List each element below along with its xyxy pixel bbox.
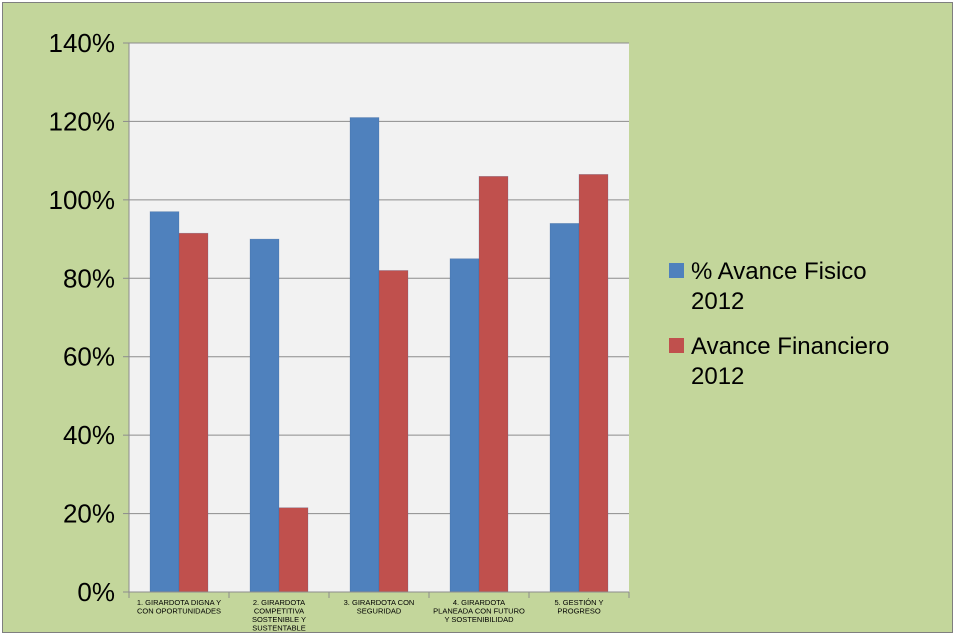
legend-label-line: 2012 [691, 288, 744, 315]
bar-avance-fisico [349, 117, 380, 593]
x-category-label: 5. GESTIÓN Y PROGRESO [554, 598, 603, 616]
legend-label-line: % Avance Fisico [691, 258, 867, 285]
axes [128, 43, 630, 598]
x-category-label-line: PROGRESO [557, 607, 601, 616]
legend-swatch [669, 338, 684, 353]
x-category-label-line: 4. GIRARDOTA [453, 598, 505, 607]
legend-label-line: 2012 [691, 363, 744, 390]
x-category-label-line: CON OPORTUNIDADES [137, 607, 221, 616]
bar-avance-financiero [278, 507, 309, 593]
x-category-label: 2. GIRARDOTA COMPETITIVA SOSTENIBLE Y SUSTE… [252, 598, 306, 632]
x-category-label-line: PLANEADA CON FUTURO [433, 607, 525, 616]
y-tick-label: 40% [63, 420, 115, 450]
y-tick-label: 120% [49, 106, 116, 136]
x-category-label-line: Y SOSTENIBILIDAD [444, 615, 514, 624]
chart-svg: 0% 20% 40% 60% 80% 100% 120% 140% 1. GIRARDOTA … [49, 28, 890, 632]
x-category-label: 1. GIRARDOTA DIGNA Y CON OPORTUNIDADES [137, 598, 221, 616]
y-tick-label: 140% [49, 28, 116, 58]
x-category-label-line: SOSTENIBLE Y [252, 615, 306, 624]
x-category-label-line: 5. GESTIÓN Y [554, 598, 603, 607]
x-category-label: 3. GIRARDOTA CON SEGURIDAD [344, 598, 415, 616]
x-category-label-line: 2. GIRARDOTA [253, 598, 305, 607]
y-tick-label: 0% [77, 577, 115, 607]
x-category-label-line: SUSTENTABLE [252, 624, 306, 633]
legend-label: Avance Financiero 2012 [691, 333, 889, 390]
y-tick-labels: 0% 20% 40% 60% 80% 100% 120% 140% [49, 28, 116, 607]
x-category-labels: 1. GIRARDOTA DIGNA Y CON OPORTUNIDADES 2. … [137, 598, 604, 632]
legend-label: % Avance Fisico 2012 [691, 258, 867, 315]
legend: % Avance Fisico 2012 Avance Financiero 2012 [669, 258, 889, 390]
bar-avance-financiero [178, 232, 209, 593]
bar-avance-fisico [249, 238, 280, 593]
x-category-label: 4. GIRARDOTA PLANEADA CON FUTURO Y SOSTENI… [433, 598, 525, 624]
x-category-label-line: 3. GIRARDOTA CON [344, 598, 415, 607]
y-tick-label: 80% [63, 263, 115, 293]
bar-avance-financiero [478, 176, 509, 593]
bar-avance-fisico [549, 223, 580, 593]
bars [149, 117, 609, 593]
bar-avance-financiero [578, 174, 609, 593]
x-category-label-line: COMPETITIVA [254, 607, 304, 616]
legend-label-line: Avance Financiero [691, 333, 889, 360]
x-category-label-line: SEGURIDAD [357, 607, 402, 616]
y-tick-label: 20% [63, 499, 115, 529]
bar-avance-financiero [378, 270, 409, 593]
bar-avance-fisico [449, 258, 480, 593]
x-category-label-line: 1. GIRARDOTA DIGNA Y [137, 598, 221, 607]
legend-swatch [669, 263, 684, 278]
y-tick-label: 100% [49, 185, 116, 215]
bar-avance-fisico [149, 211, 180, 593]
y-tick-label: 60% [63, 342, 115, 372]
